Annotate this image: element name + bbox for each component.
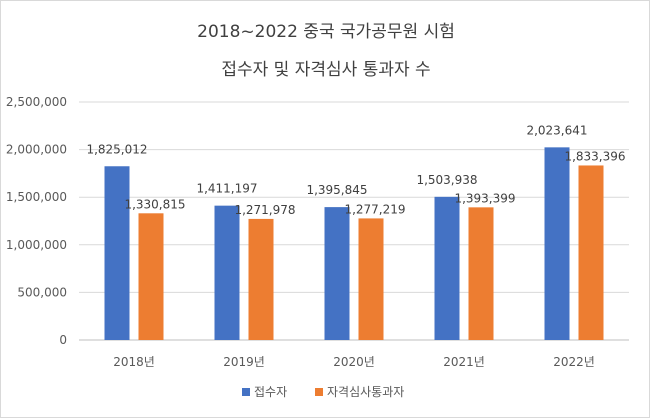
bar-applicants [104, 166, 130, 340]
x-axis: 2018년 2019년 2020년 2021년 2022년 [113, 355, 595, 369]
x-tick-label: 2019년 [223, 355, 265, 369]
data-label: 1,503,938 [416, 173, 477, 187]
bar-applicants [434, 196, 460, 340]
data-label: 1,411,197 [196, 182, 257, 196]
legend-label: 자격심사통과자 [327, 385, 404, 399]
legend-swatch [315, 388, 323, 396]
data-label: 1,277,219 [344, 202, 405, 216]
gridlines [79, 101, 629, 341]
data-label: 1,330,815 [124, 197, 185, 211]
x-tick-label: 2021년 [443, 355, 485, 369]
bar-applicants [544, 147, 570, 340]
chart-title-line-1: 2018~2022 중국 국가공무원 시험 [197, 22, 455, 42]
y-tick-label: 500,000 [17, 285, 67, 299]
x-tick-label: 2020년 [333, 355, 375, 369]
bar-qualified [248, 218, 274, 340]
data-labels: 1,825,012 1,330,815 1,411,197 1,271,978 1,39… [86, 123, 625, 217]
chart-title-line-2: 접수자 및 자격심사 통과자 수 [221, 60, 430, 80]
data-label: 1,271,978 [234, 203, 295, 217]
bar-applicants [214, 205, 240, 340]
y-tick-label: 1,500,000 [6, 190, 67, 204]
y-tick-label: 0 [59, 333, 67, 347]
data-label: 1,825,012 [86, 142, 147, 156]
x-tick-label: 2022년 [553, 355, 595, 369]
data-label: 2,023,641 [526, 123, 587, 137]
chart-title: 2018~2022 중국 국가공무원 시험 접수자 및 자격심사 통과자 수 [197, 22, 455, 80]
legend: 접수자 자격심사통과자 [242, 385, 404, 399]
y-tick-label: 1,000,000 [6, 238, 67, 252]
x-tick-label: 2018년 [113, 355, 155, 369]
bars [104, 147, 604, 340]
data-label: 1,833,396 [564, 149, 625, 163]
bar-qualified [578, 165, 604, 340]
y-axis: 0 500,000 1,000,000 1,500,000 2,000,000 2,500… [6, 95, 67, 347]
legend-label: 접수자 [254, 385, 287, 399]
y-tick-label: 2,000,000 [6, 143, 67, 157]
y-tick-label: 2,500,000 [6, 95, 67, 109]
legend-swatch [242, 388, 250, 396]
data-label: 1,393,399 [454, 191, 515, 205]
bar-qualified [138, 213, 164, 340]
bar-qualified [468, 207, 494, 340]
data-label: 1,395,845 [306, 183, 367, 197]
bar-applicants [324, 207, 350, 340]
bar-qualified [358, 218, 384, 340]
